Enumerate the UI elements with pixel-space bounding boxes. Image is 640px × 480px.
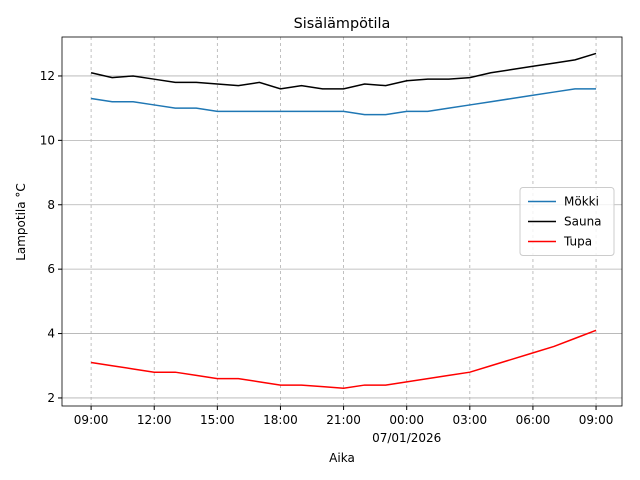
x-tick-label: 12:00: [137, 413, 172, 427]
x-date-label: 07/01/2026: [372, 431, 441, 445]
y-tick-label: 4: [47, 327, 55, 341]
x-tick-label: 18:00: [263, 413, 298, 427]
legend-box: [519, 187, 615, 256]
y-tick-label: 8: [47, 198, 55, 212]
series-line: [90, 88, 597, 116]
x-tick-label: 15:00: [200, 413, 235, 427]
legend-label: Mökki: [564, 195, 599, 209]
y-tick-label: 6: [47, 262, 55, 276]
y-axis-label: Lampotila °C: [14, 183, 28, 261]
chart-title: Sisälämpötila: [294, 16, 391, 32]
x-tick-label: 09:00: [579, 413, 614, 427]
y-tick-label: 12: [40, 69, 55, 83]
plot-frame: [61, 36, 623, 407]
x-tick-label: 06:00: [516, 413, 551, 427]
x-tick-label: 03:00: [453, 413, 488, 427]
x-tick-label: 09:00: [74, 413, 109, 427]
series-line: [90, 329, 597, 390]
series-line: [90, 52, 597, 90]
x-tick-label: 21:00: [326, 413, 361, 427]
legend-label: Sauna: [564, 215, 602, 229]
y-tick-label: 10: [40, 133, 55, 147]
y-tick-label: 2: [47, 391, 55, 405]
legend-label: Tupa: [563, 235, 592, 249]
x-axis-label: Aika: [329, 451, 355, 465]
x-tick-label: 00:00: [389, 413, 424, 427]
